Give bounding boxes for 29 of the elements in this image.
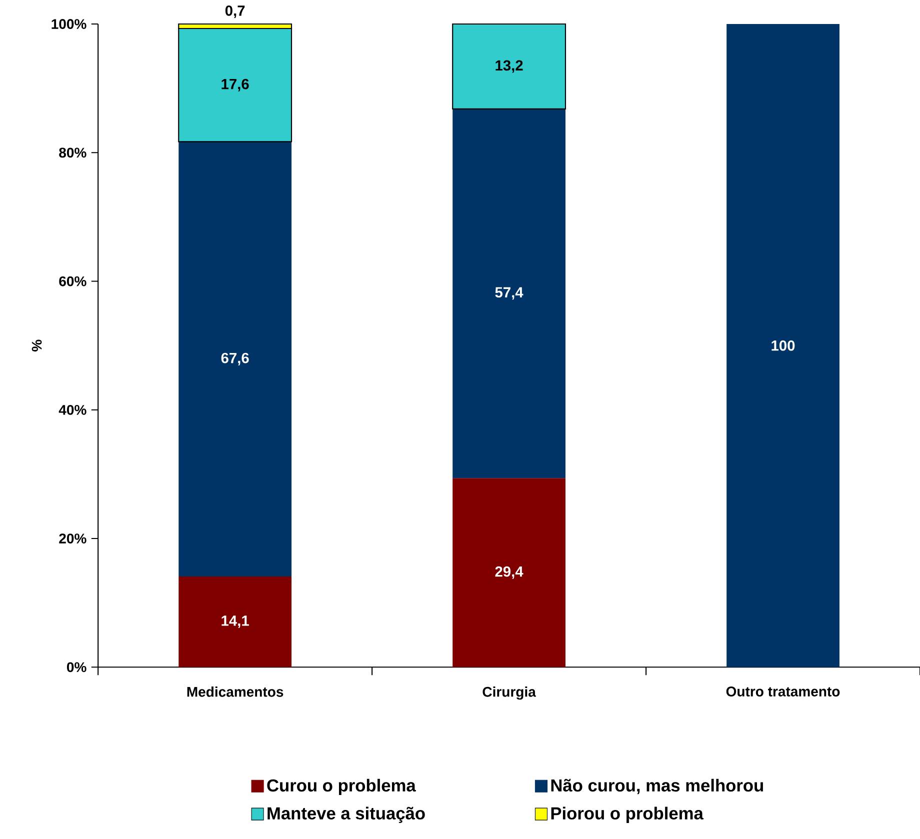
- data-label: 17,6: [222, 78, 249, 92]
- bar: [452, 108, 566, 478]
- y-tick-label: 60%: [59, 276, 86, 286]
- legend-label: Não curou, mas melhorou: [551, 778, 763, 794]
- data-label: 13,2: [496, 60, 523, 73]
- data-label: 57,4: [495, 287, 524, 300]
- legend-label: Piorou o problema: [551, 806, 704, 823]
- y-tick-label: 40%: [58, 404, 86, 415]
- bar: [178, 142, 292, 576]
- data-label: 0,7: [225, 5, 245, 18]
- bar: [452, 478, 566, 668]
- data-label: 29,4: [495, 566, 524, 579]
- legend-label: Manteve a situação: [268, 806, 425, 823]
- x-tick-label: Cirurgia: [482, 686, 536, 700]
- bar: [178, 576, 292, 668]
- data-label: 100: [772, 340, 795, 351]
- y-axis-title: %: [32, 340, 42, 352]
- data-label: 67,6: [221, 352, 249, 366]
- y-tick-label: 80%: [59, 148, 86, 158]
- data-label: 14,1: [222, 616, 249, 628]
- bar: [178, 28, 292, 142]
- y-tick-label: 100%: [52, 18, 86, 29]
- y-tick-label: 0%: [66, 662, 86, 672]
- bar: [452, 23, 566, 110]
- x-tick-label: Outro tratamento: [726, 686, 840, 696]
- x-tick-label: Medicamentos: [187, 686, 284, 697]
- bar: [726, 24, 840, 668]
- legend-label: Curou o problema: [267, 778, 416, 795]
- y-tick-label: 20%: [59, 533, 86, 544]
